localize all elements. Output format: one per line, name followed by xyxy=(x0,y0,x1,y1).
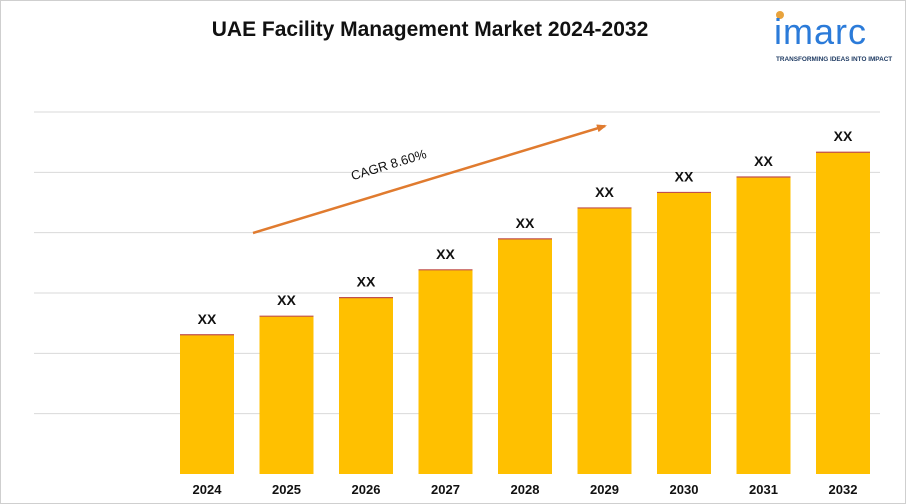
data-label-2029: XX xyxy=(595,184,614,200)
bar-2024 xyxy=(180,334,234,474)
data-labels: XX XX XX XX XX XX XX XX XX xyxy=(198,128,853,327)
logo-tagline: TRANSFORMING IDEAS INTO IMPACT xyxy=(776,56,893,63)
bar-2032 xyxy=(816,152,870,474)
x-tick-2028: 2028 xyxy=(511,482,540,497)
x-tick-2030: 2030 xyxy=(670,482,699,497)
x-tick-2031: 2031 xyxy=(749,482,778,497)
x-tick-2029: 2029 xyxy=(590,482,619,497)
x-tick-2024: 2024 xyxy=(193,482,223,497)
x-tick-2026: 2026 xyxy=(352,482,381,497)
bar-2030 xyxy=(657,192,711,474)
bar-2029 xyxy=(577,207,632,474)
bar-2031 xyxy=(736,176,791,474)
bar-2027 xyxy=(418,269,473,474)
x-tick-2027: 2027 xyxy=(431,482,460,497)
x-tick-2025: 2025 xyxy=(272,482,301,497)
logo-wordmark: imarc xyxy=(774,11,867,52)
bar-2028 xyxy=(498,238,552,474)
data-label-2026: XX xyxy=(357,274,376,290)
chart-title: UAE Facility Management Market 2024-2032 xyxy=(211,18,649,41)
bar-2026 xyxy=(339,297,393,474)
x-axis-ticks: 2024 2025 2026 2027 2028 2029 2030 2031 2032 xyxy=(193,482,858,497)
data-label-2031: XX xyxy=(754,153,773,169)
x-tick-2032: 2032 xyxy=(829,482,858,497)
data-label-2027: XX xyxy=(436,246,455,262)
bars xyxy=(180,151,870,474)
data-label-2028: XX xyxy=(516,215,535,231)
bar-2025 xyxy=(259,316,314,474)
logo-dot-icon xyxy=(776,11,784,19)
cagr-arrow xyxy=(252,124,607,235)
data-label-2032: XX xyxy=(834,128,853,144)
data-label-2024: XX xyxy=(198,311,217,327)
data-label-2030: XX xyxy=(675,168,694,184)
data-label-2025: XX xyxy=(277,292,296,308)
imarc-logo: imarc TRANSFORMING IDEAS INTO IMPACT xyxy=(774,8,902,68)
cagr-label: CAGR 8.60% xyxy=(349,146,428,183)
